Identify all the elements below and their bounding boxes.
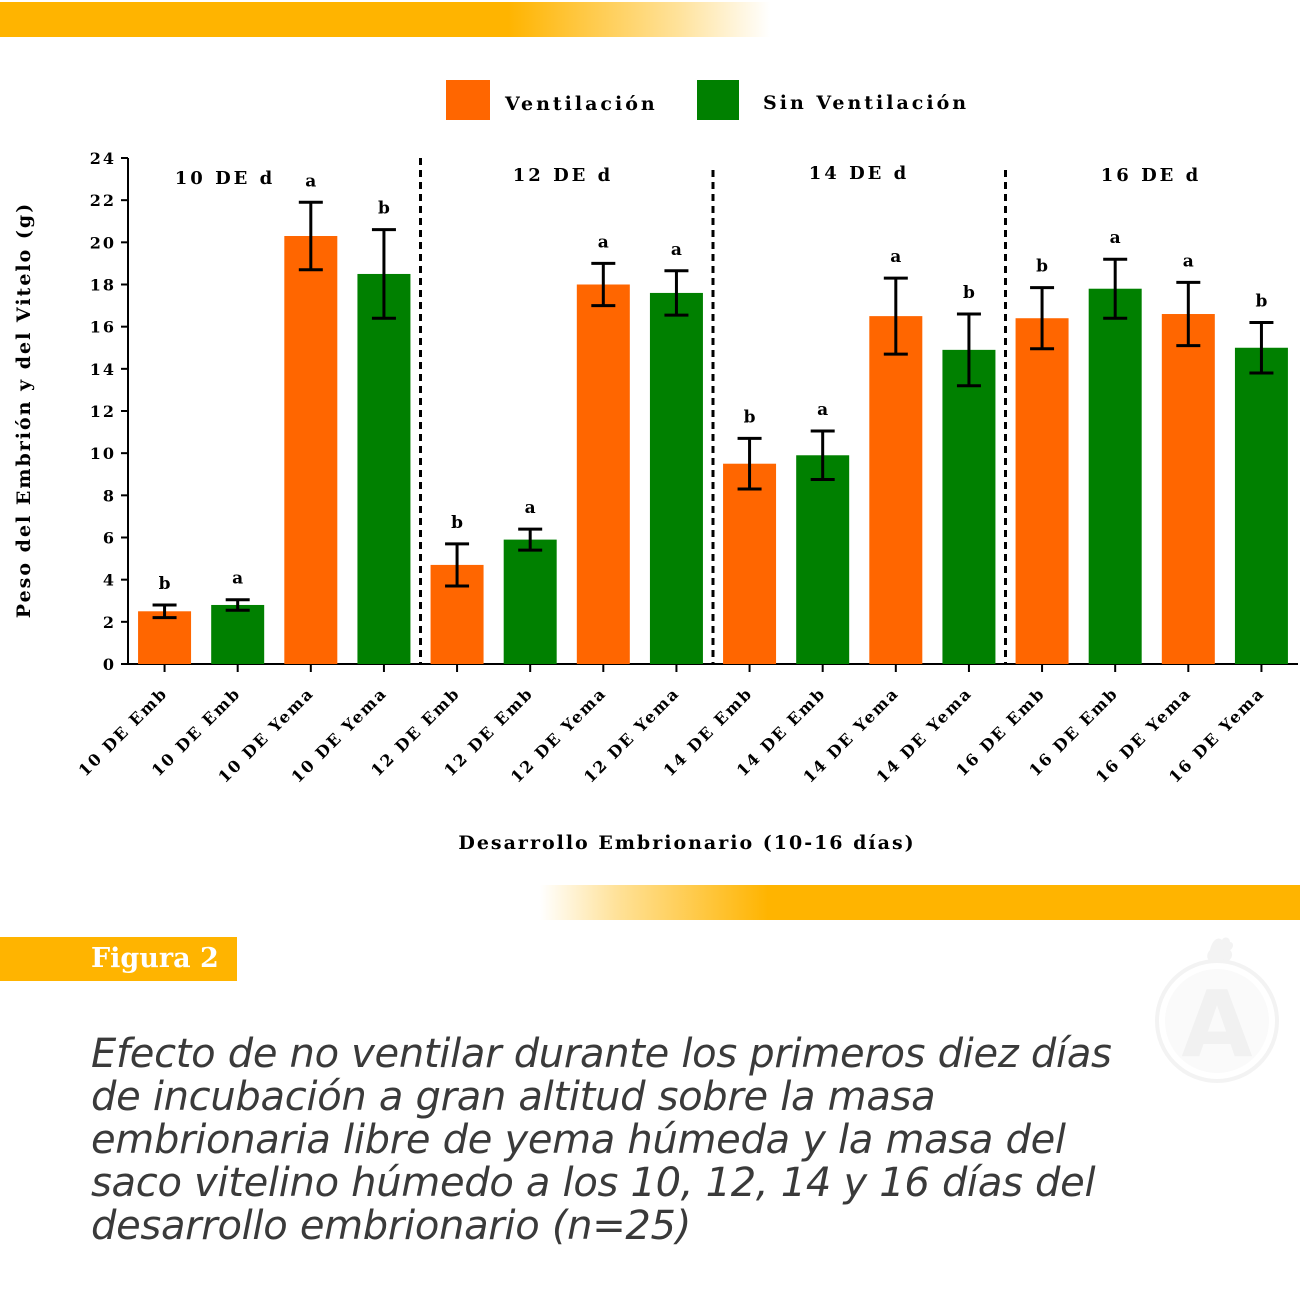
- bar: [211, 604, 265, 664]
- significance-label: b: [1036, 257, 1048, 277]
- y-tick-label: 16: [90, 318, 116, 337]
- bar: [796, 455, 850, 664]
- bar: [357, 273, 411, 664]
- bar: [723, 463, 777, 664]
- y-tick-label: 2: [103, 613, 116, 632]
- bar: [1088, 288, 1142, 664]
- legend-swatch-sin-ventilacion: [697, 80, 739, 120]
- y-tick-label: 24: [90, 149, 116, 168]
- group-label-10: 10 DE d: [175, 168, 276, 189]
- significance-label: a: [671, 240, 682, 260]
- significance-label: b: [378, 199, 390, 219]
- significance-label: a: [598, 232, 609, 252]
- watermark-logo: A: [1155, 937, 1279, 1083]
- bar: [576, 284, 630, 664]
- group-label-14: 14 DE d: [809, 163, 910, 184]
- significance-label: a: [890, 247, 901, 267]
- y-tick-label: 8: [103, 486, 116, 505]
- y-tick-label: 14: [90, 360, 116, 379]
- bar: [1234, 347, 1288, 664]
- rooster-icon: [1207, 937, 1233, 962]
- y-tick-label: 18: [90, 276, 116, 295]
- significance-label: a: [232, 569, 243, 589]
- significance-label: a: [305, 171, 316, 191]
- bar: [138, 611, 192, 664]
- bar: [942, 349, 996, 664]
- logo-letter: A: [1181, 971, 1252, 1078]
- significance-label: a: [1183, 251, 1194, 271]
- significance-label: a: [817, 400, 828, 420]
- middle-accent-bar: [540, 885, 1300, 920]
- y-tick-label: 6: [103, 529, 116, 548]
- legend-label-ventilacion: Ventilación: [504, 93, 658, 115]
- x-axis-title: Desarrollo Embrionario (10-16 días): [458, 832, 915, 854]
- group-label-16: 16 DE d: [1101, 165, 1202, 186]
- logo-ring: [1155, 959, 1279, 1083]
- significance-label: a: [525, 498, 536, 518]
- bar: [503, 539, 557, 664]
- legend-swatch-ventilacion: [446, 80, 490, 120]
- y-tick-label: 22: [90, 191, 116, 210]
- significance-label: b: [1255, 291, 1267, 311]
- bar: [869, 316, 923, 664]
- chart-legend: Ventilación Sin Ventilación: [446, 80, 969, 120]
- y-tick-label: 10: [90, 444, 116, 463]
- figure-caption: Efecto de no ventilar durante los primer…: [91, 1031, 1112, 1249]
- significance-label: b: [159, 574, 171, 594]
- bar: [1161, 314, 1215, 664]
- bar-chart: Ventilación Sin Ventilación 10 DE d 12 D…: [13, 80, 1298, 854]
- significance-label: a: [1110, 228, 1121, 248]
- significance-label: b: [744, 407, 756, 427]
- significance-label: b: [963, 283, 975, 303]
- y-axis-title: Peso del Embrión y del Vitelo (g): [13, 202, 35, 618]
- y-tick-label: 4: [103, 571, 116, 590]
- figure-tag: Figura 2: [0, 937, 237, 981]
- significance-label: b: [451, 513, 463, 533]
- group-label-12: 12 DE d: [513, 165, 614, 186]
- y-tick-label: 0: [103, 655, 116, 674]
- bar: [284, 236, 338, 664]
- y-tick-label: 12: [90, 402, 116, 421]
- bar: [1015, 318, 1069, 664]
- top-accent-bar: [0, 2, 770, 37]
- legend-label-sin-ventilacion: Sin Ventilación: [763, 92, 969, 114]
- y-tick-label: 20: [90, 233, 116, 252]
- group-labels: 10 DE d 12 DE d 14 DE d 16 DE d: [175, 163, 1202, 189]
- logo-disc: [1165, 969, 1269, 1073]
- bar: [649, 292, 703, 664]
